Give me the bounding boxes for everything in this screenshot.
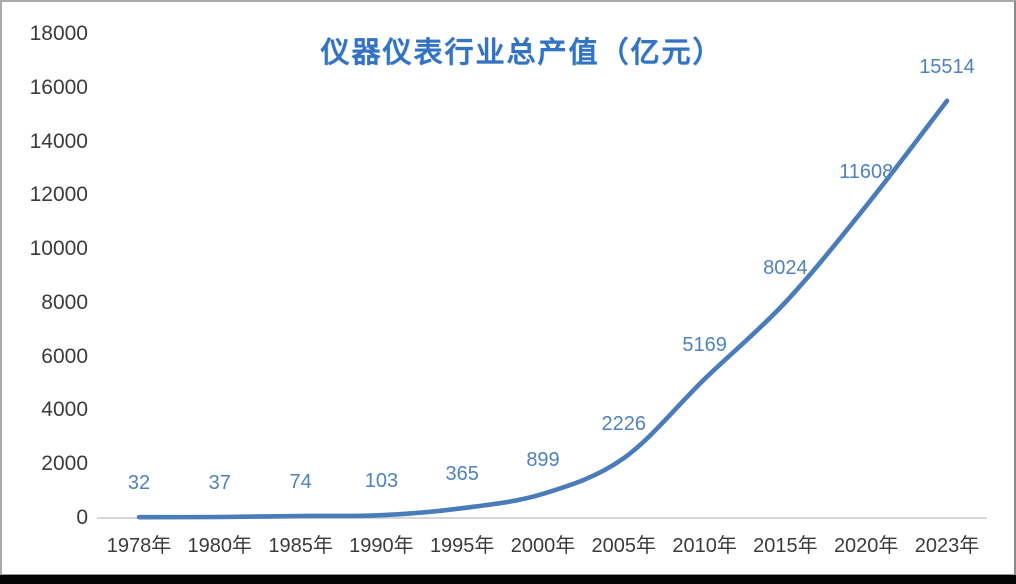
data-point-label: 365 xyxy=(445,463,479,486)
y-tick-label: 8000 xyxy=(41,290,88,314)
y-tick-label: 2000 xyxy=(41,452,88,476)
line-series-path xyxy=(136,98,950,520)
x-tick-label: 1995年 xyxy=(429,535,495,557)
x-tick-label: 2023年 xyxy=(914,535,980,557)
y-tick-label: 12000 xyxy=(29,183,88,207)
x-tick-label: 2015年 xyxy=(753,535,818,557)
data-point-label: 2226 xyxy=(601,413,647,436)
bottom-shadow-bar xyxy=(0,575,1016,584)
x-tick-label: 1978年 xyxy=(106,535,172,557)
data-point-label: 15514 xyxy=(919,55,975,78)
data-point-label: 5169 xyxy=(682,334,727,356)
x-tick-label: 1980年 xyxy=(187,535,253,557)
y-tick-label: 10000 xyxy=(29,237,88,261)
data-point-label: 103 xyxy=(364,470,399,493)
data-point-label: 899 xyxy=(526,448,560,471)
y-tick-label: 14000 xyxy=(29,129,88,153)
data-point-label: 11608 xyxy=(839,160,894,183)
y-tick-label: 6000 xyxy=(41,344,88,368)
chart-title: 仪器仪表行业总产值（亿元） xyxy=(320,37,724,69)
x-tick-label: 1990年 xyxy=(349,535,414,557)
x-tick-label: 2005年 xyxy=(591,535,657,557)
x-tick-label: 2010年 xyxy=(672,535,737,557)
y-tick-label: 18000 xyxy=(29,22,88,45)
data-point-label: 37 xyxy=(208,472,231,494)
x-tick-label: 2000年 xyxy=(510,535,576,557)
y-tick-label: 4000 xyxy=(41,398,88,422)
x-tick-label: 1985年 xyxy=(268,535,333,557)
x-tick-label: 2020年 xyxy=(833,535,899,557)
data-point-label: 32 xyxy=(127,472,151,495)
y-tick-label: 16000 xyxy=(29,75,88,99)
data-point-label: 74 xyxy=(289,471,312,493)
y-tick-label: 0 xyxy=(76,506,88,529)
data-point-label: 8024 xyxy=(763,257,808,280)
